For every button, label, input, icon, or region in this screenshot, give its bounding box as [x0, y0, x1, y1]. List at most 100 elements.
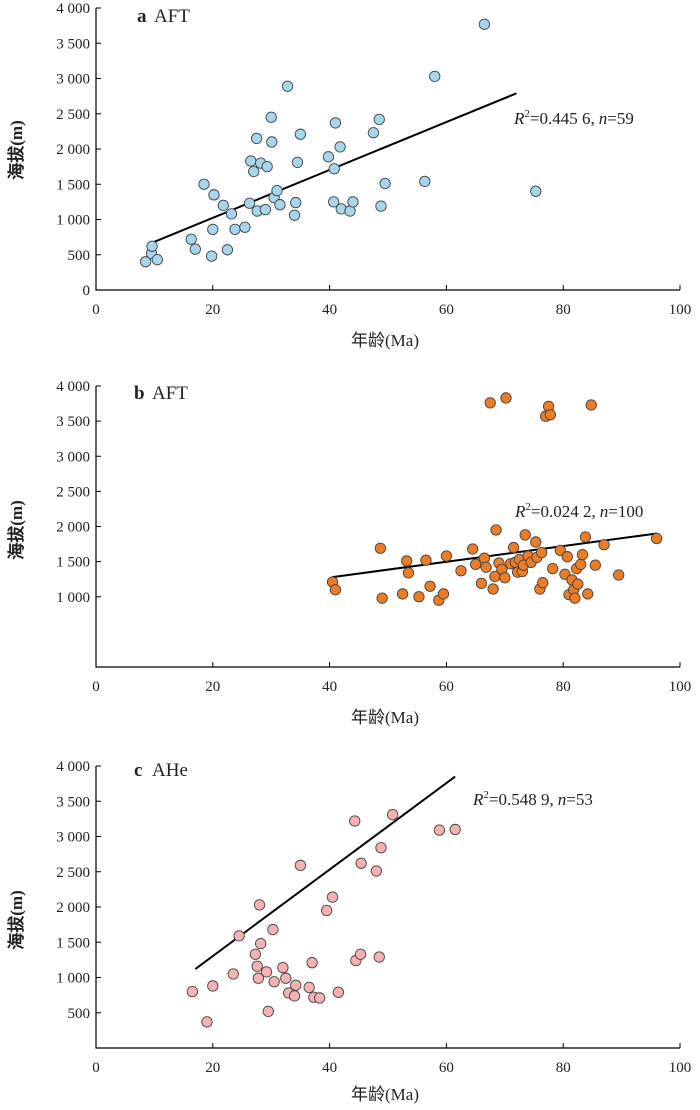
panel-a-point — [265, 111, 277, 123]
panel-c-xtick-label: 100 — [669, 1060, 692, 1076]
panel-c-ytick-label: 2 500 — [56, 865, 90, 881]
panel-b: 海拔(m) 1 000 1 500 2 000 2 500 3 000 3 500 4 00… — [6, 379, 691, 727]
panel-a-letter: a — [137, 6, 147, 27]
panel-c-point — [370, 865, 382, 877]
panel-a-ytick-label: 3 500 — [56, 36, 90, 52]
panel-b-point — [575, 558, 587, 571]
panel-b-title: AFT — [152, 383, 188, 404]
panel-a-point — [373, 113, 385, 126]
panel-b-r-symbol: R — [514, 502, 526, 521]
panel-a-xtick-label: 100 — [669, 302, 692, 318]
panel-a-point — [198, 178, 210, 190]
panel-c-point — [314, 992, 326, 1004]
panel-a-ytick-label: 4 000 — [56, 1, 90, 17]
panel-b-point — [572, 578, 584, 590]
panel-a-points — [139, 18, 542, 268]
panel-c-xtick-label: 60 — [439, 1060, 454, 1076]
panel-a-point — [248, 165, 260, 178]
panel-c-points — [186, 808, 461, 1028]
panel-a-point — [328, 196, 340, 208]
panel-b-xtick-label: 80 — [556, 679, 571, 695]
panel-a-ytick-label: 0 — [83, 283, 91, 299]
panel-b-point — [547, 563, 559, 575]
panel-b-stat: R2=0.024 2, n=100 — [514, 501, 643, 521]
panel-b-point — [579, 531, 592, 543]
panel-b-point — [469, 558, 482, 571]
panel-b-xtick-label: 60 — [439, 679, 454, 695]
panel-c-point — [201, 1016, 213, 1028]
panel-b-point — [424, 580, 436, 592]
panel-a-point — [245, 155, 257, 167]
panel-b-point — [396, 588, 409, 600]
panel-a-ytick-label: 2 500 — [56, 107, 90, 123]
panel-b-xtick-label: 40 — [322, 679, 337, 695]
panel-b-point — [544, 409, 557, 421]
panel-c-ytick-label: 4 000 — [56, 759, 90, 775]
panel-c-point — [186, 985, 199, 998]
panel-a-point — [221, 244, 234, 256]
panel-b-xtick-label: 20 — [205, 679, 220, 695]
panel-c-point — [294, 859, 307, 872]
panel-c-xtick-label: 40 — [322, 1060, 337, 1076]
panel-c-n-value: =53 — [566, 790, 593, 809]
panel-b-point — [437, 588, 450, 600]
panel-a-xtick-label: 0 — [92, 302, 100, 318]
panel-b-point — [535, 546, 548, 559]
panel-c-ytick-label: 500 — [68, 1006, 91, 1022]
panel-a-stat: R2=0.445 6, n=59 — [513, 108, 634, 128]
panel-b-letter: b — [134, 383, 145, 404]
panel-a-point — [259, 203, 272, 216]
panel-c-point — [373, 951, 385, 963]
panel-c-point — [280, 972, 292, 984]
panel-a-r-symbol: R — [513, 109, 525, 128]
panel-c-xlabel: 年龄(Ma) — [351, 1085, 419, 1104]
panel-c-xtick-label: 80 — [556, 1060, 571, 1076]
panel-b-point — [401, 555, 413, 567]
panel-b-r-exponent: 2 — [525, 501, 531, 513]
panel-b-point — [519, 529, 531, 541]
panel-b-point — [402, 567, 415, 579]
panel-c-axes — [95, 766, 680, 1049]
panel-c-point — [262, 1005, 274, 1017]
panel-c-point — [306, 957, 318, 969]
panel-c-title: AHe — [152, 760, 188, 781]
panel-b-point — [329, 584, 342, 596]
panel-a-point — [291, 156, 304, 169]
panel-a-ylabel: 海拔(m) — [6, 120, 26, 179]
panel-c-point — [207, 980, 219, 992]
panel-c-fit-line — [194, 775, 456, 970]
panel-b-point — [478, 552, 491, 564]
panel-a-point — [328, 163, 340, 175]
panel-b-xtick-label: 0 — [92, 679, 100, 695]
panel-b-xtick-label: 100 — [669, 679, 692, 695]
panel-c-ylabel: 海拔(m) — [6, 890, 26, 949]
panel-a-point — [288, 209, 301, 221]
panel-b-xticks: 0 20 40 60 80 100 — [92, 662, 691, 695]
panel-b-point — [554, 544, 566, 557]
panel-b-point — [569, 592, 581, 604]
panel-c-point — [375, 842, 387, 854]
panel-a-point — [375, 200, 387, 212]
panel-c-point — [251, 960, 263, 972]
panel-b-ytick-label: 1 000 — [56, 590, 90, 606]
panel-b-point — [440, 550, 453, 562]
panel-b-point — [598, 539, 610, 551]
panel-a-xticks: 0 20 40 60 80 100 — [92, 285, 691, 318]
panel-a-point — [146, 240, 158, 252]
panel-a: 海拔(m) 0 500 1 000 1 500 2 000 2 500 3 000 3 500… — [6, 1, 691, 350]
panel-b-point — [455, 565, 467, 577]
panel-a-point — [229, 223, 241, 236]
panel-c-point — [449, 823, 461, 836]
panel-c-point — [249, 948, 262, 960]
panel-b-point — [500, 392, 512, 404]
panel-a-xtick-label: 20 — [205, 302, 220, 318]
panel-b-point — [490, 524, 502, 536]
panel-b-point — [576, 548, 589, 561]
panel-b-point — [484, 397, 496, 409]
panel-a-ytick-label: 500 — [68, 248, 91, 264]
panel-b-ytick-label: 3 000 — [56, 449, 90, 465]
panel-b-point — [376, 592, 388, 604]
panel-c-point — [277, 961, 289, 974]
panel-a-point — [250, 132, 263, 145]
panel-a-yticks: 0 500 1 000 1 500 2 000 2 500 3 000 3 500 4 000 — [56, 1, 101, 299]
